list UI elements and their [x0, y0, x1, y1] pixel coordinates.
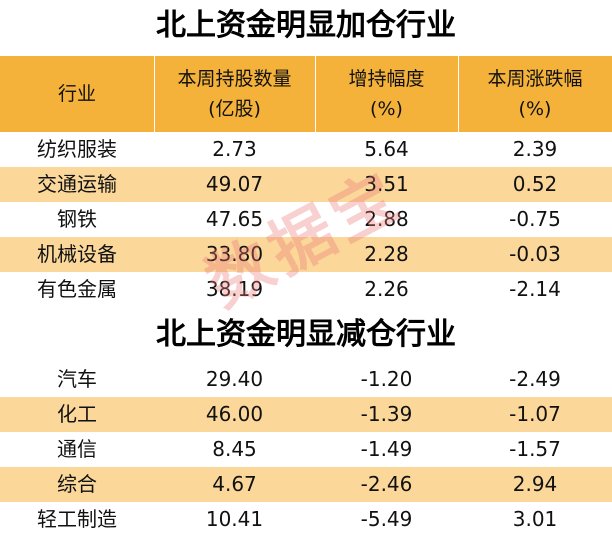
header-change-line2: (%) — [370, 98, 403, 120]
header-change: 增持幅度 (%) — [315, 56, 458, 132]
cell-weekly: -2.49 — [509, 367, 561, 391]
cell-industry: 轻工制造 — [37, 507, 117, 531]
cell-holdings: 33.80 — [205, 242, 264, 266]
cell-change: 2.26 — [364, 277, 409, 301]
cell-holdings: 38.19 — [205, 277, 264, 301]
cell-change: -1.39 — [360, 402, 413, 426]
cell-industry: 综合 — [57, 472, 97, 496]
cell-industry: 化工 — [57, 402, 97, 426]
cell-holdings: 2.73 — [212, 137, 257, 161]
cell-industry: 通信 — [57, 437, 97, 461]
cell-weekly: 3.01 — [512, 507, 558, 531]
header-industry-label: 行业 — [57, 83, 96, 105]
cell-industry: 机械设备 — [37, 242, 117, 266]
cell-weekly: -0.03 — [509, 242, 561, 266]
cell-weekly: -2.14 — [509, 277, 561, 301]
table-row: 有色金属 38.19 2.26 -2.14 — [0, 272, 612, 307]
cell-holdings: 29.40 — [205, 367, 264, 391]
table-row: 轻工制造 10.41 -5.49 3.01 — [0, 502, 612, 537]
header-weekly-line1: 本周涨跌幅 — [487, 68, 583, 90]
cell-holdings: 10.41 — [205, 507, 264, 531]
header-holdings-line2: (亿股) — [208, 98, 261, 120]
cell-change: 2.28 — [364, 242, 409, 266]
cell-industry: 交通运输 — [37, 172, 117, 196]
header-holdings: 本周持股数量 (亿股) — [154, 56, 315, 132]
cell-weekly: -0.75 — [509, 207, 561, 231]
table-header: 行业 本周持股数量 (亿股) 增持幅度 (%) 本周涨跌幅 (%) — [0, 56, 612, 132]
cell-holdings: 49.07 — [205, 172, 264, 196]
decrease-title: 北上资金明显减仓行业 — [156, 317, 456, 352]
increase-title: 北上资金明显加仓行业 — [156, 8, 456, 43]
cell-change: -1.49 — [360, 437, 413, 461]
cell-change: -1.20 — [360, 367, 413, 391]
cell-weekly: -1.07 — [509, 402, 561, 426]
column-divider — [154, 56, 155, 132]
cell-weekly: 2.94 — [512, 472, 558, 496]
header-industry: 行业 — [0, 56, 154, 132]
table-row: 纺织服装 2.73 5.64 2.39 — [0, 132, 612, 167]
column-divider — [458, 56, 459, 132]
cell-weekly: 0.52 — [512, 172, 558, 196]
header-holdings-line1: 本周持股数量 — [177, 68, 292, 90]
column-divider — [315, 56, 316, 132]
cell-industry: 钢铁 — [57, 207, 97, 231]
cell-change: 3.51 — [364, 172, 409, 196]
table-row: 机械设备 33.80 2.28 -0.03 — [0, 237, 612, 272]
header-weekly-line2: (%) — [518, 98, 552, 120]
cell-change: -5.49 — [360, 507, 413, 531]
cell-change: -2.46 — [360, 472, 413, 496]
cell-holdings: 47.65 — [205, 207, 264, 231]
table-row: 钢铁 47.65 2.88 -0.75 — [0, 202, 612, 237]
table-row: 化工 46.00 -1.39 -1.07 — [0, 397, 612, 432]
cell-weekly: 2.39 — [512, 137, 558, 161]
cell-industry: 纺织服装 — [37, 137, 117, 161]
header-change-line1: 增持幅度 — [348, 68, 425, 90]
cell-holdings: 4.67 — [212, 472, 257, 496]
cell-industry: 汽车 — [57, 367, 97, 391]
cell-industry: 有色金属 — [37, 277, 117, 301]
table-row: 综合 4.67 -2.46 2.94 — [0, 467, 612, 502]
table-row: 交通运输 49.07 3.51 0.52 — [0, 167, 612, 202]
table-row: 通信 8.45 -1.49 -1.57 — [0, 432, 612, 467]
header-weekly: 本周涨跌幅 (%) — [458, 56, 612, 132]
cell-holdings: 46.00 — [205, 402, 264, 426]
table-row: 汽车 29.40 -1.20 -2.49 — [0, 362, 612, 397]
cell-holdings: 8.45 — [212, 437, 257, 461]
cell-weekly: -1.57 — [509, 437, 561, 461]
cell-change: 2.88 — [364, 207, 409, 231]
cell-change: 5.64 — [364, 137, 409, 161]
